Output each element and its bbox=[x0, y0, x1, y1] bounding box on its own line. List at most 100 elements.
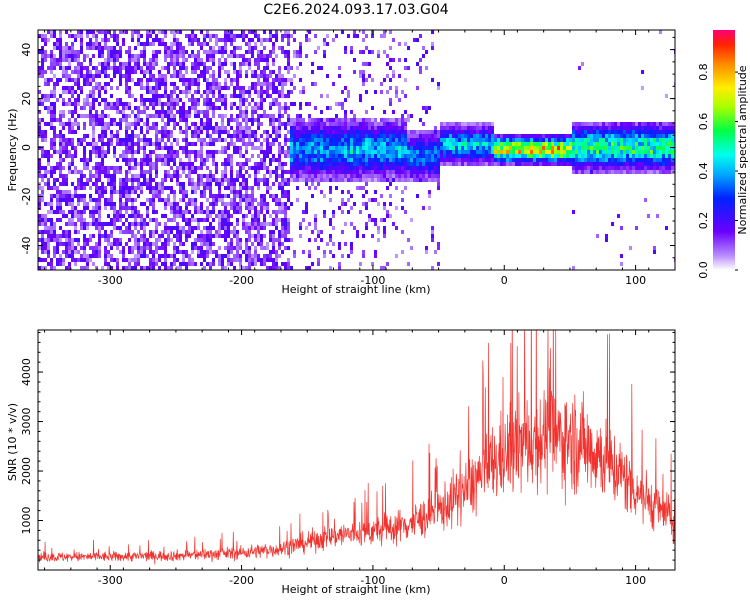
spectrogram-cell bbox=[371, 234, 374, 238]
spectrogram-cell bbox=[74, 98, 77, 102]
spectrogram-cell bbox=[65, 182, 68, 186]
spectrogram-cell bbox=[278, 146, 281, 150]
spectrogram-cell bbox=[203, 42, 206, 46]
spectrogram-cell bbox=[113, 178, 116, 182]
spectrogram-cell bbox=[242, 114, 245, 118]
spectrogram-cell bbox=[227, 194, 230, 198]
spectrogram-cell bbox=[335, 142, 338, 146]
spectrogram-cell bbox=[302, 218, 305, 222]
spectrogram-cell bbox=[290, 238, 293, 242]
spectrogram-cell bbox=[446, 162, 449, 166]
spectrogram-cell bbox=[314, 34, 317, 38]
spectrogram-cell bbox=[125, 190, 128, 194]
spectrogram-cell bbox=[203, 122, 206, 126]
spectrogram-cell bbox=[332, 178, 335, 182]
spectrogram-cell bbox=[401, 146, 404, 150]
spectrogram-cell bbox=[254, 102, 257, 106]
spectrogram-cell bbox=[236, 82, 239, 86]
spectrogram-cell bbox=[317, 122, 320, 126]
spectrogram-cell bbox=[596, 170, 599, 174]
spectrogram-cell bbox=[461, 146, 464, 150]
spectrogram-cell bbox=[86, 30, 89, 34]
spectrogram-cell bbox=[344, 114, 347, 118]
spectrogram-cell bbox=[275, 266, 278, 270]
spectrogram-cell bbox=[566, 154, 569, 158]
spectrogram-cell bbox=[437, 182, 440, 186]
spectrogram-cell bbox=[125, 174, 128, 178]
spectrogram-cell bbox=[164, 74, 167, 78]
spectrogram-cell bbox=[41, 230, 44, 234]
spectrogram-cell bbox=[77, 230, 80, 234]
spectrogram-cell bbox=[185, 150, 188, 154]
spectrogram-cell bbox=[239, 34, 242, 38]
spectrogram-cell bbox=[62, 190, 65, 194]
spectrogram-cell bbox=[221, 182, 224, 186]
spectrogram-cell bbox=[194, 126, 197, 130]
spectrogram-cell bbox=[347, 130, 350, 134]
spectrogram-cell bbox=[74, 110, 77, 114]
spectrogram-cell bbox=[173, 170, 176, 174]
spectrogram-cell bbox=[386, 150, 389, 154]
spectrogram-cell bbox=[611, 162, 614, 166]
spectrogram-cell bbox=[365, 142, 368, 146]
spectrogram-cell bbox=[104, 122, 107, 126]
spectrogram-cell bbox=[395, 118, 398, 122]
spectrogram-cell bbox=[389, 130, 392, 134]
spectrogram-cell bbox=[269, 134, 272, 138]
spectrogram-cell bbox=[101, 98, 104, 102]
spectrogram-cell bbox=[245, 110, 248, 114]
spectrogram-cell bbox=[500, 162, 503, 166]
spectrogram-cell bbox=[311, 194, 314, 198]
spectrogram-cell bbox=[248, 102, 251, 106]
spectrogram-cell bbox=[224, 166, 227, 170]
spectrogram-cell bbox=[122, 74, 125, 78]
spectrogram-cell bbox=[218, 262, 221, 266]
spectrogram-cell bbox=[584, 166, 587, 170]
spectrogram-cell bbox=[167, 234, 170, 238]
spectrogram-cell bbox=[404, 146, 407, 150]
spectrogram-cell bbox=[314, 122, 317, 126]
spectrogram-cell bbox=[176, 54, 179, 58]
spectrogram-cell bbox=[155, 78, 158, 82]
spectrogram-cell bbox=[62, 182, 65, 186]
spectrogram-cell bbox=[167, 66, 170, 70]
spectrogram-cell bbox=[134, 62, 137, 66]
spectrogram-cell bbox=[47, 94, 50, 98]
spectrogram-cell bbox=[92, 106, 95, 110]
spectrogram-cell bbox=[185, 218, 188, 222]
spectrogram-cell bbox=[170, 142, 173, 146]
spectrogram-cell bbox=[71, 206, 74, 210]
spectrogram-cell bbox=[89, 82, 92, 86]
spectrogram-cell bbox=[293, 170, 296, 174]
spectrogram-cell bbox=[272, 266, 275, 270]
spectrogram-cell bbox=[266, 54, 269, 58]
spectrogram-cell bbox=[581, 166, 584, 170]
spectrogram-cell bbox=[233, 258, 236, 262]
spectrogram-cell bbox=[587, 154, 590, 158]
spectrogram-cell bbox=[353, 226, 356, 230]
spectrogram-cell bbox=[44, 182, 47, 186]
spectrogram-cell bbox=[227, 34, 230, 38]
spectrogram-cell bbox=[38, 122, 41, 126]
spectrogram-cell bbox=[164, 230, 167, 234]
spectrogram-cell bbox=[119, 218, 122, 222]
spectrogram-cell bbox=[626, 130, 629, 134]
spectrogram-cell bbox=[239, 154, 242, 158]
spectrogram-cell bbox=[65, 238, 68, 242]
spectrogram-cell bbox=[263, 218, 266, 222]
spectrogram-cell bbox=[539, 142, 542, 146]
spectrogram-cell bbox=[44, 134, 47, 138]
spectrogram-cell bbox=[245, 266, 248, 270]
spectrogram-cell bbox=[59, 218, 62, 222]
spectrogram-cell bbox=[203, 242, 206, 246]
spectrogram-cell bbox=[431, 162, 434, 166]
spectrogram-cell bbox=[50, 238, 53, 242]
spectrogram-cell bbox=[143, 106, 146, 110]
spectrogram-cell bbox=[155, 242, 158, 246]
spectrogram-cell bbox=[245, 254, 248, 258]
spectrogram-cell bbox=[227, 74, 230, 78]
spectrogram-cell bbox=[95, 190, 98, 194]
spectrogram-cell bbox=[176, 58, 179, 62]
spectrogram-cell bbox=[71, 138, 74, 142]
spectrogram-cell bbox=[305, 154, 308, 158]
